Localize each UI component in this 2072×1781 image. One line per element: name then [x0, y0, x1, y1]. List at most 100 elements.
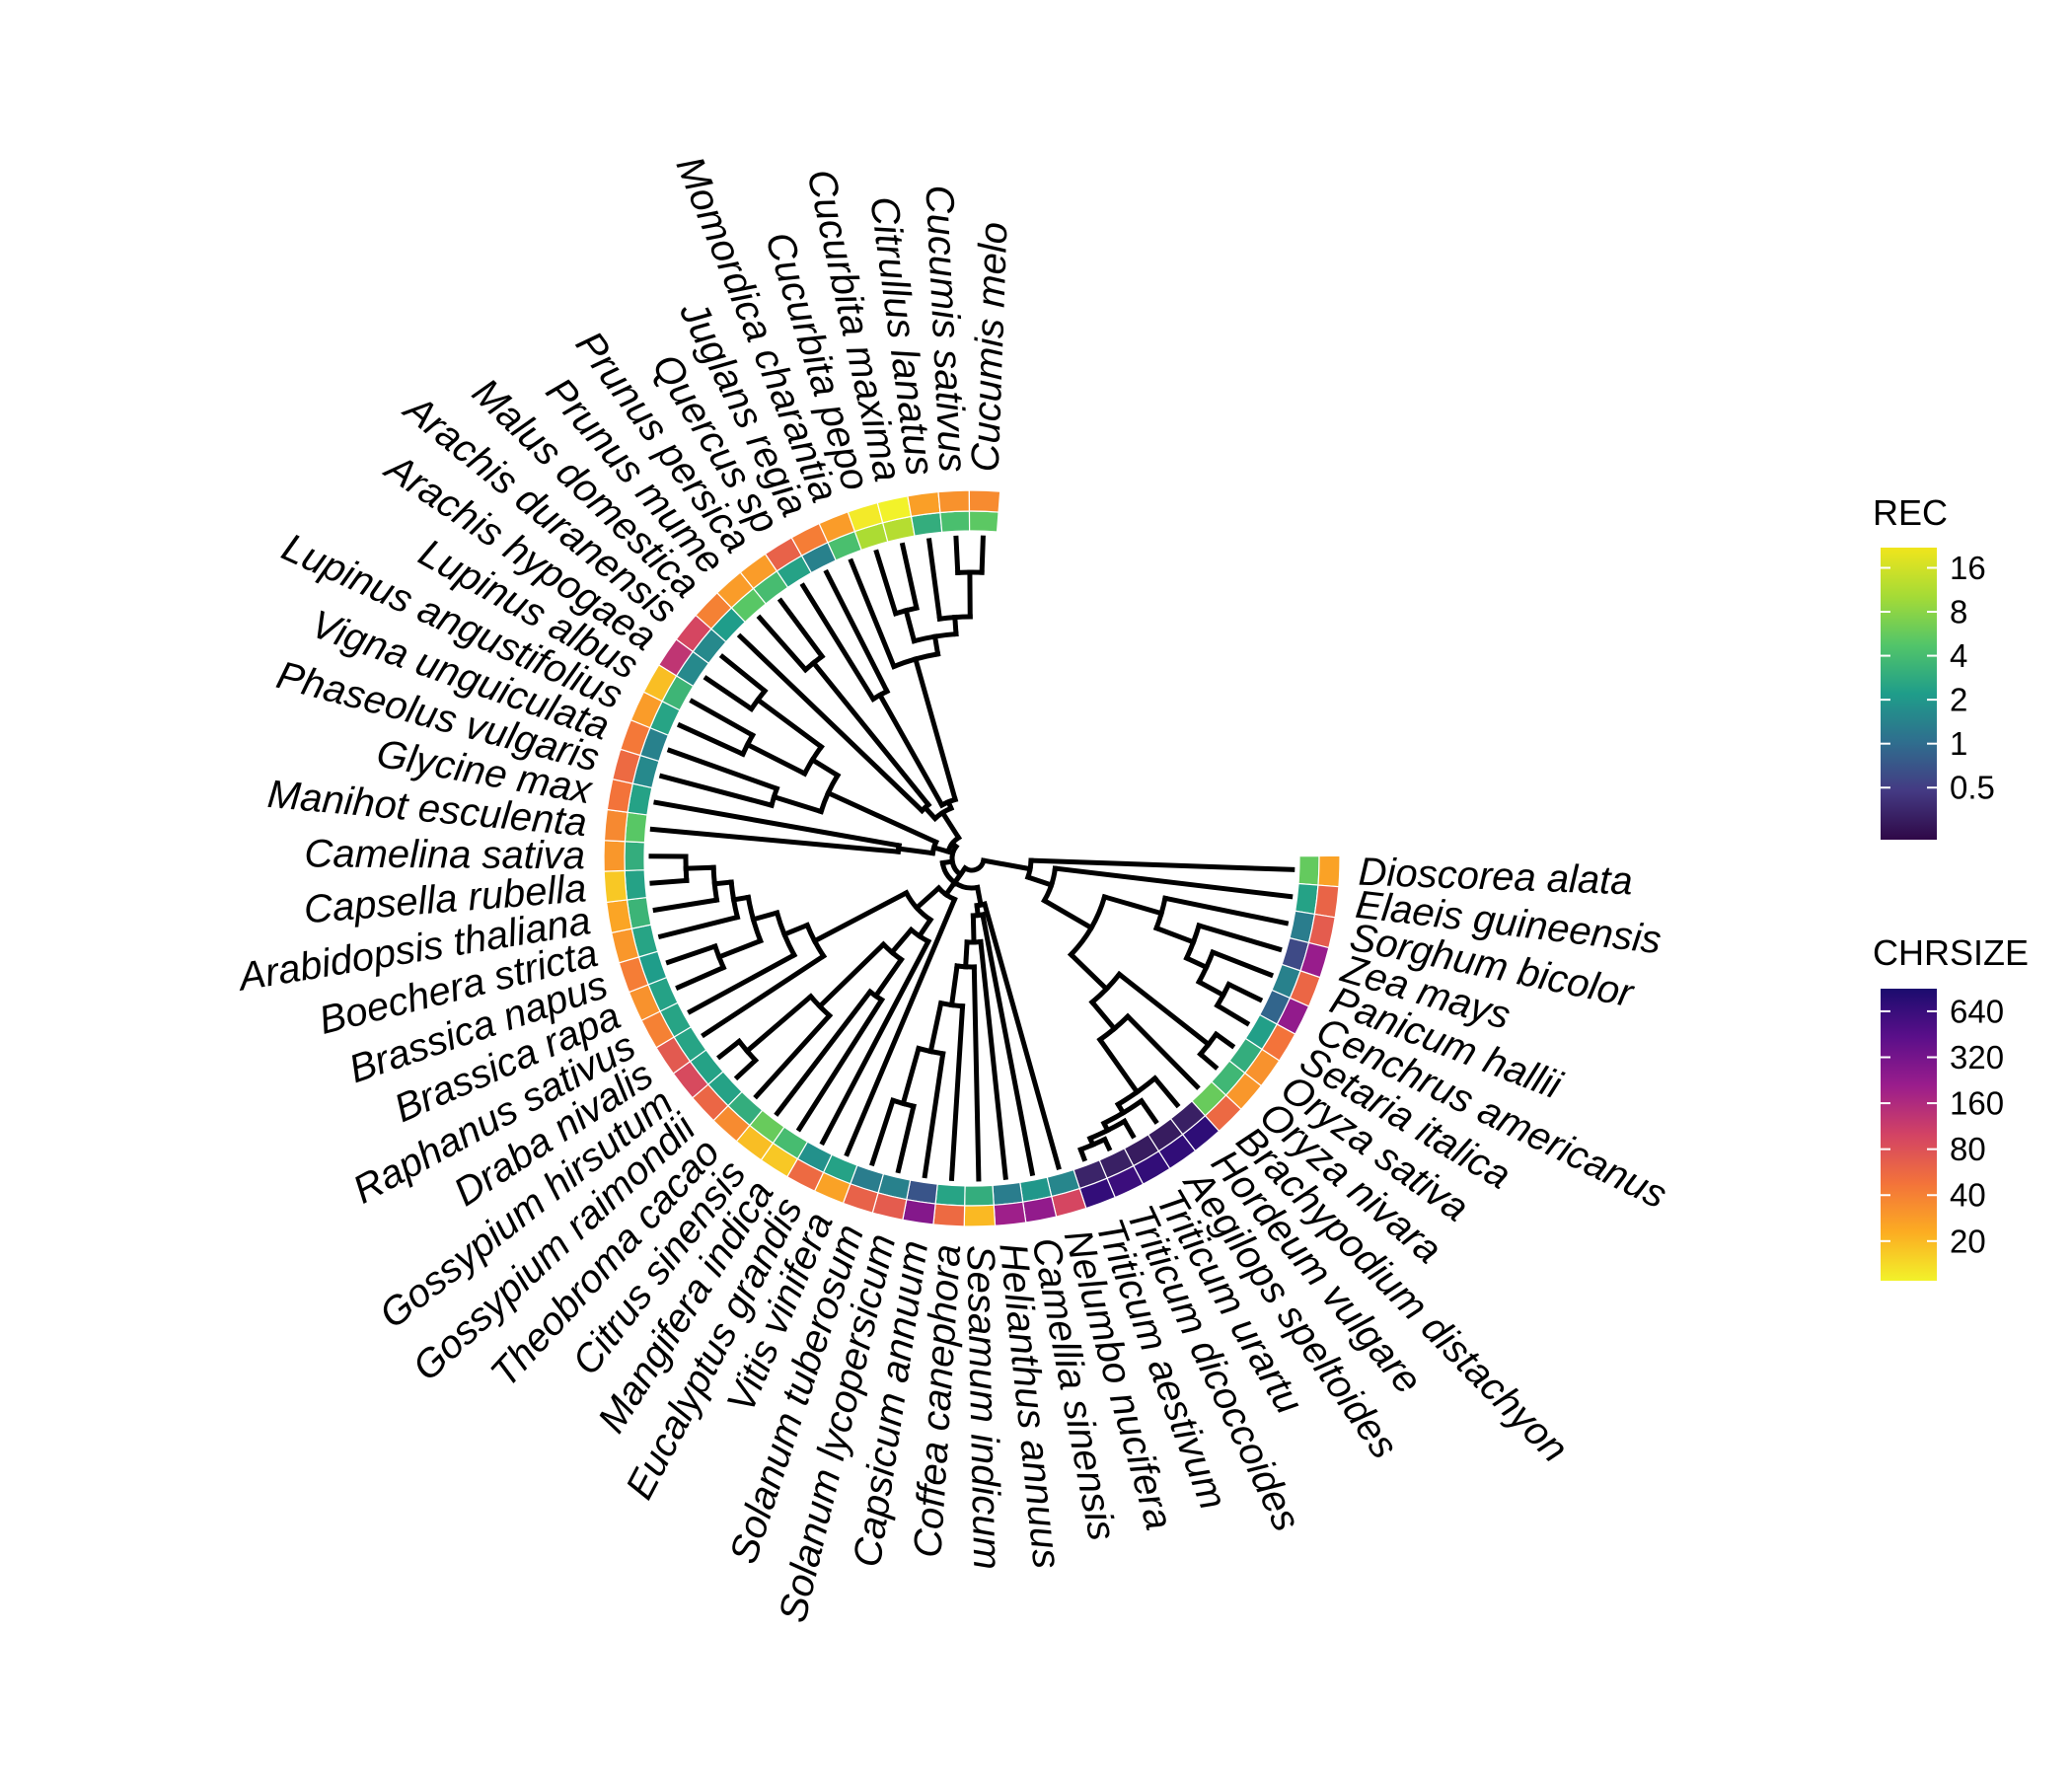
branch-edge-80: [892, 929, 911, 952]
chrsize-cell-capsella-rubella: [604, 870, 627, 902]
chrsize-legend-tick-label: 80: [1950, 1131, 1986, 1167]
branch-edge-138: [722, 657, 765, 692]
chrsize-legend-tick-label: 20: [1950, 1223, 1986, 1259]
branch-edge-57: [974, 967, 979, 1179]
rec-colorbar: [1881, 548, 1937, 840]
branch-edge-55: [966, 942, 967, 967]
branch-edge-161: [876, 553, 895, 614]
branch-edge-163: [955, 618, 956, 634]
chrsize-cell-dioscorea-alata: [1318, 855, 1340, 886]
branch-edge-4: [1028, 877, 1052, 885]
branch-edge-36: [1142, 1101, 1155, 1121]
rec-cell-coffea-canephora: [935, 1184, 965, 1206]
branch-edge-67: [872, 1100, 893, 1163]
branch-edge-27: [1201, 1054, 1216, 1067]
chrsize-cell-manihot-esculenta: [604, 810, 628, 842]
branch-edge-24: [1119, 974, 1208, 1044]
rec-legend-tick-label: 4: [1950, 637, 1967, 674]
chrsize-cell-glycine-max: [607, 779, 632, 813]
branch-edge-9: [1104, 897, 1161, 914]
branch-edge-46: [978, 887, 981, 905]
branch-edge-113: [652, 880, 687, 883]
chrsize-cell-cucumis-sativus: [938, 490, 969, 512]
branch-edge-20: [1228, 985, 1259, 1000]
chrsize-cell-capsicum-annuum: [903, 1200, 935, 1224]
chrsize-cell-cucumis-melo: [969, 490, 999, 512]
branch-edge-42: [1105, 1140, 1109, 1149]
branch-edge-43: [1080, 1150, 1084, 1158]
branch-edge-63: [925, 1054, 942, 1176]
branch-edge-137: [706, 679, 752, 709]
branch-edge-18: [1199, 982, 1223, 995]
branch-edge-15: [1187, 958, 1207, 967]
branch-edge-64: [903, 1049, 919, 1104]
branch-edge-91: [737, 1061, 755, 1077]
chrsize-cell-coffea-canephora: [933, 1204, 965, 1226]
branch-edge-108: [714, 882, 731, 884]
branch-edge-93: [815, 893, 907, 941]
branch-edge-61: [930, 1003, 940, 1052]
rec-cell-cucumis-melo: [969, 511, 999, 532]
branch-edge-131: [748, 745, 805, 774]
rec-legend-tick-label: 16: [1950, 550, 1986, 586]
branch-edge-92: [720, 1041, 740, 1056]
branch-edge-159: [906, 611, 914, 641]
branch-arc-109: [713, 867, 716, 900]
branch-edge-22: [1072, 954, 1107, 989]
rec-cell-elaeis-guineensis: [1295, 884, 1318, 915]
branch-arc-65: [893, 1100, 914, 1106]
rec-legend-tick-label: 1: [1950, 725, 1967, 762]
branch-edge-6: [1055, 868, 1290, 897]
branch-edge-14: [1199, 926, 1280, 949]
branch-edge-52: [973, 916, 974, 942]
branch-edge-28: [1092, 1002, 1114, 1029]
rec-legend-tick-label: 0.5: [1950, 770, 1995, 806]
chrsize-legend-tick-label: 640: [1950, 993, 2004, 1029]
chrsize-legend-title: CHRSIZE: [1873, 932, 2029, 973]
branch-edge-1: [984, 860, 1030, 869]
chrsize-cell-elaeis-guineensis: [1314, 885, 1338, 918]
branch-arc-112: [686, 856, 687, 880]
branch-edge-165: [929, 541, 940, 619]
branch-edge-168: [956, 538, 958, 572]
chrsize-cell-sesamum-indicum: [964, 1205, 995, 1226]
rec-legend: REC 16 8 4 2 1 0.5: [1873, 492, 1995, 840]
branch-arc-130: [805, 747, 822, 774]
rec-legend-title: REC: [1873, 492, 1948, 533]
rec-cell-dioscorea-alata: [1298, 855, 1319, 885]
branch-edge-133: [680, 725, 743, 754]
branch-edge-110: [655, 900, 716, 910]
branch-edge-58: [952, 966, 957, 1005]
branch-arc-2: [1028, 860, 1031, 877]
chrsize-legend-tick-label: 320: [1950, 1039, 2004, 1076]
branch-edge-26: [1217, 1034, 1232, 1046]
rec-cell-camelina-sativa: [625, 842, 644, 871]
branch-edge-66: [899, 1106, 914, 1170]
branch-edge-103: [678, 968, 723, 988]
chrsize-cell-citrullus-lanatus: [908, 492, 940, 517]
branch-edge-12: [1156, 928, 1193, 942]
branch-edge-11: [1165, 898, 1286, 923]
rec-cell-manihot-esculenta: [625, 812, 647, 842]
branch-edge-7: [1045, 901, 1092, 928]
rec-cell-capsella-rubella: [625, 870, 646, 900]
branch-edge-89: [747, 997, 811, 1051]
branch-edge-129: [812, 760, 838, 776]
branch-edge-17: [1213, 952, 1271, 975]
branch-edge-119: [899, 849, 933, 853]
branch-edge-60: [952, 1006, 963, 1179]
branch-edge-154: [916, 659, 955, 799]
branch-edge-107: [661, 918, 738, 936]
branch-arc-160: [896, 608, 917, 614]
rec-legend-tick-label: 2: [1950, 682, 1967, 718]
rec-legend-tick-label: 8: [1950, 594, 1967, 631]
branch-edge-169: [982, 538, 983, 572]
branch-edge-33: [1155, 1078, 1177, 1105]
branch-edge-157: [935, 636, 938, 654]
branch-arc-62: [919, 1049, 943, 1054]
branch-edge-96: [784, 926, 807, 934]
chrsize-cell-camelina-sativa: [604, 841, 625, 871]
